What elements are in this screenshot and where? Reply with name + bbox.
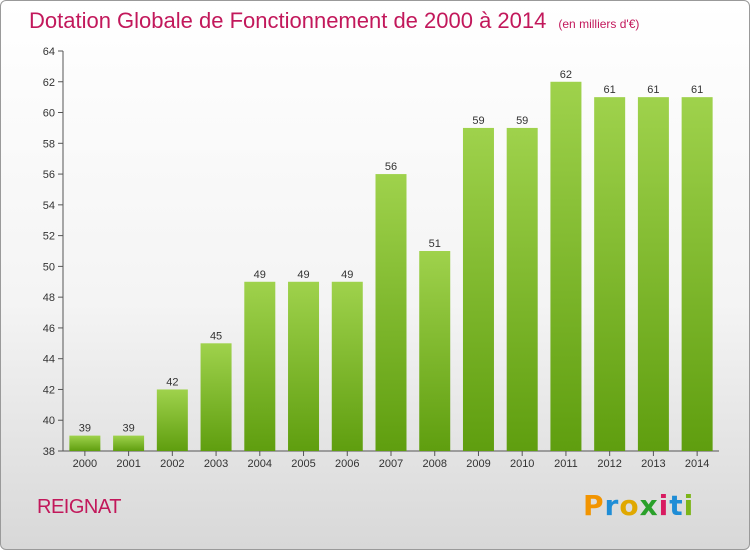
y-tick-label: 38 (43, 446, 55, 458)
y-tick-label: 62 (43, 77, 55, 89)
x-tick-label: 2000 (73, 458, 97, 470)
bar-group: 49 2005 (288, 269, 320, 470)
y-tick-label: 48 (43, 292, 55, 304)
x-tick-label: 2013 (641, 458, 665, 470)
x-tick-label: 2006 (335, 458, 359, 470)
logo-letter: r (604, 489, 620, 522)
y-tick-label: 46 (43, 323, 55, 335)
title-text: Dotation Globale de Fonctionnement de 20… (29, 8, 547, 33)
bar (681, 97, 713, 452)
bar (244, 281, 276, 451)
bar (69, 435, 101, 451)
x-tick-label: 2003 (204, 458, 228, 470)
bar-group: 61 2013 (637, 84, 669, 470)
x-tick-label: 2001 (116, 458, 140, 470)
y-tick-label: 40 (43, 415, 55, 427)
logo-letter: i (683, 489, 695, 522)
bar (419, 251, 451, 451)
y-tick-label: 56 (43, 169, 55, 181)
y-tick-label: 58 (43, 138, 55, 150)
bar-group: 61 2012 (594, 84, 626, 470)
bar-value-label: 62 (560, 69, 572, 81)
bar-value-label: 49 (341, 269, 353, 281)
chart-title: Dotation Globale de Fonctionnement de 20… (29, 8, 639, 34)
bar-value-label: 61 (691, 84, 703, 96)
bar (156, 389, 188, 451)
logo-letter: t (669, 489, 684, 522)
bar (113, 435, 145, 451)
bar (637, 97, 669, 452)
x-tick-label: 2007 (379, 458, 403, 470)
bar-group: 56 2007 (375, 161, 407, 470)
x-tick-label: 2002 (160, 458, 184, 470)
y-tick-label: 50 (43, 261, 55, 273)
unit-label: (en milliers d'€) (558, 17, 640, 31)
y-tick-label: 54 (43, 200, 55, 212)
proxiti-logo[interactable]: Proxiti (583, 489, 694, 522)
bar-group: 39 2001 (113, 423, 145, 470)
bar-group: 49 2004 (244, 269, 276, 470)
bar-value-label: 49 (254, 269, 266, 281)
y-tick-label: 42 (43, 384, 55, 396)
bar-value-label: 61 (604, 84, 616, 96)
bar (594, 97, 626, 452)
y-tick-label: 60 (43, 108, 55, 120)
y-tick-label: 44 (43, 354, 55, 366)
bar (462, 127, 494, 451)
x-tick-label: 2010 (510, 458, 534, 470)
x-tick-label: 2008 (422, 458, 446, 470)
x-tick-label: 2005 (291, 458, 315, 470)
commune-name: REIGNAT (37, 496, 121, 518)
bar-group: 49 2006 (331, 269, 363, 470)
bar (550, 81, 582, 452)
bar-value-label: 42 (166, 376, 178, 388)
bar-group: 45 2003 (200, 330, 232, 470)
bar-group: 59 2009 (462, 115, 494, 470)
bar-value-label: 59 (472, 115, 484, 127)
y-tick-label: 52 (43, 231, 55, 243)
bar-value-label: 61 (647, 84, 659, 96)
bars: 39 2000 39 2001 42 2002 45 2003 49 2004 49 2005 49 20… (69, 69, 713, 470)
x-tick-label: 2014 (685, 458, 709, 470)
bar-value-label: 56 (385, 161, 397, 173)
x-tick-label: 2004 (248, 458, 272, 470)
x-tick-label: 2012 (597, 458, 621, 470)
logo-letter: x (639, 489, 659, 522)
bar (375, 174, 407, 452)
bar-group: 62 2011 (550, 69, 582, 470)
bar-group: 42 2002 (156, 376, 188, 470)
x-tick-label: 2011 (554, 458, 578, 470)
bar-value-label: 51 (429, 238, 441, 250)
bar (506, 127, 538, 451)
bar-value-label: 59 (516, 115, 528, 127)
bar-value-label: 49 (297, 269, 309, 281)
x-tick-label: 2009 (466, 458, 490, 470)
bar-group: 61 2014 (681, 84, 713, 470)
logo-letter: P (583, 489, 605, 522)
y-tick-label: 64 (43, 46, 55, 58)
bar-group: 39 2000 (69, 423, 101, 470)
bar (288, 281, 320, 451)
bar-value-label: 45 (210, 330, 222, 342)
bar (331, 281, 363, 451)
bar-group: 59 2010 (506, 115, 538, 470)
bar-value-label: 39 (79, 423, 91, 435)
bar-value-label: 39 (122, 423, 134, 435)
logo-letter: i (658, 489, 670, 522)
logo-letter: o (619, 489, 640, 522)
bar (200, 343, 232, 451)
bar-group: 51 2008 (419, 238, 451, 470)
